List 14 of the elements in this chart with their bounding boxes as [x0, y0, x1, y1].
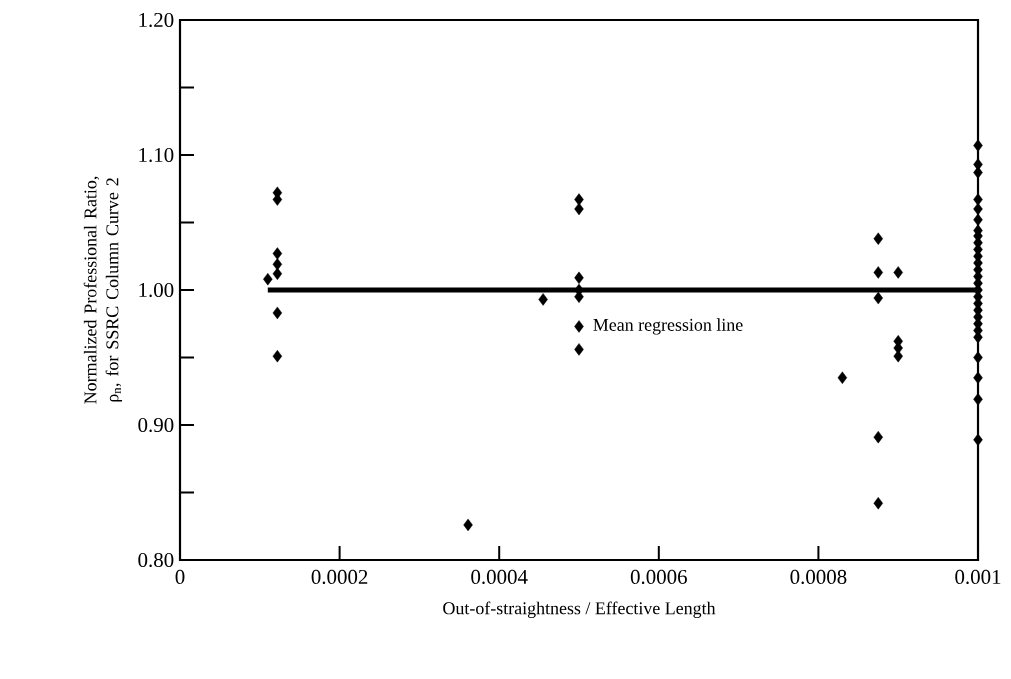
- x-tick-label: 0.0008: [790, 569, 847, 585]
- x-tick-label: 0.0006: [630, 569, 687, 585]
- y-tick-label: 1.00: [139, 282, 174, 298]
- x-tick-label: 0.001: [955, 569, 1001, 585]
- annotation: Mean regression line: [593, 318, 743, 335]
- x-tick-label: 0.0002: [311, 569, 368, 585]
- y-tick-label: 1.10: [139, 147, 174, 163]
- y-axis-title: Normalized Professional Ratio, ρ$_{n}$, for SSRC Column Curve 2: [83, 176, 123, 404]
- y-tick-label: 0.80: [138, 552, 174, 568]
- x-axis-title: Out-of-straightness / Effective Length: [443, 601, 716, 619]
- x-tick-label: 0.0004: [471, 569, 528, 585]
- x-tick-label: 0: [175, 569, 185, 584]
- y-tick-label: 1.20: [139, 12, 174, 28]
- y-tick-label: 0.90: [138, 417, 174, 433]
